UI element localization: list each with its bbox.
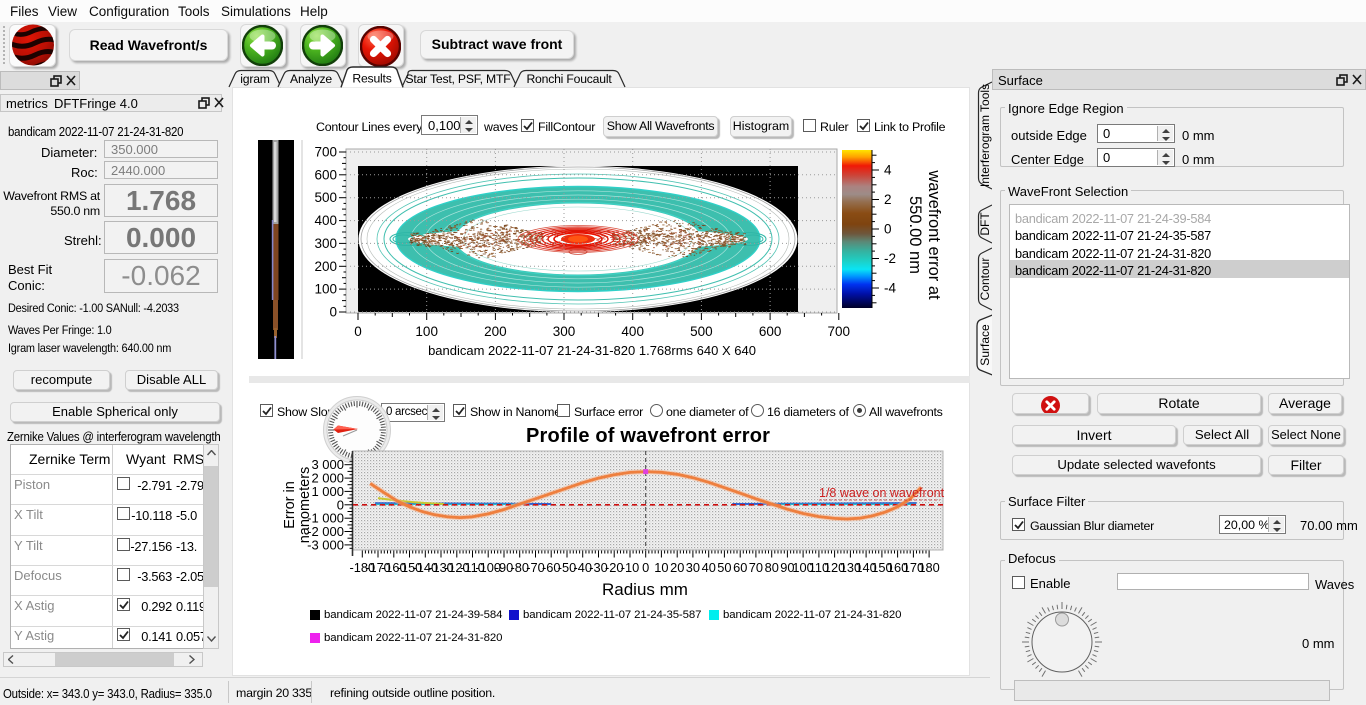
svg-text:1 000: 1 000 — [311, 484, 344, 499]
svg-text:Analyze: Analyze — [290, 72, 332, 86]
svg-text:300: 300 — [553, 324, 576, 339]
svg-text:200: 200 — [314, 259, 337, 274]
svg-text:Contour: Contour — [978, 258, 992, 301]
svg-text:90: 90 — [780, 560, 794, 575]
svg-text:-130: -130 — [428, 560, 454, 575]
svg-text:100: 100 — [314, 282, 337, 297]
svg-text:-2: -2 — [884, 251, 896, 266]
svg-text:600: 600 — [759, 324, 782, 339]
svg-text:-1 000: -1 000 — [307, 511, 344, 526]
svg-text:0: 0 — [642, 560, 649, 575]
svg-text:-150: -150 — [397, 560, 423, 575]
svg-text:-90: -90 — [495, 560, 514, 575]
svg-text:10: 10 — [654, 560, 668, 575]
svg-text:120: 120 — [824, 560, 845, 575]
svg-text:100: 100 — [415, 324, 438, 339]
svg-text:150: 150 — [871, 560, 892, 575]
svg-text:-40: -40 — [573, 560, 592, 575]
svg-text:160: 160 — [887, 560, 908, 575]
svg-text:1/8 wave on wavefront: 1/8 wave on wavefront — [819, 486, 945, 500]
svg-text:2 000: 2 000 — [311, 471, 344, 486]
svg-text:-140: -140 — [412, 560, 438, 575]
svg-text:300: 300 — [314, 236, 337, 251]
svg-text:100: 100 — [792, 560, 813, 575]
svg-text:bandicam 2022-11-07 21-24-31-8: bandicam 2022-11-07 21-24-31-820 1.768rm… — [428, 343, 756, 358]
svg-text:200: 200 — [484, 324, 507, 339]
svg-text:0: 0 — [337, 497, 344, 512]
svg-text:igram: igram — [240, 72, 270, 86]
svg-text:400: 400 — [314, 213, 337, 228]
svg-text:-170: -170 — [365, 560, 391, 575]
svg-text:nanometers: nanometers — [297, 467, 313, 544]
svg-text:Results: Results — [352, 72, 391, 86]
svg-text:700: 700 — [828, 324, 851, 339]
svg-text:70: 70 — [749, 560, 763, 575]
svg-text:180: 180 — [918, 560, 939, 575]
svg-text:-70: -70 — [526, 560, 545, 575]
svg-text:-10: -10 — [621, 560, 640, 575]
svg-text:-100: -100 — [475, 560, 501, 575]
svg-text:-110: -110 — [460, 560, 485, 575]
svg-text:50: 50 — [717, 560, 731, 575]
svg-text:DFT: DFT — [978, 212, 992, 236]
svg-text:170: 170 — [903, 560, 924, 575]
svg-text:Error in: Error in — [282, 481, 298, 529]
svg-text:Ronchi Foucault: Ronchi Foucault — [526, 72, 612, 86]
svg-text:2: 2 — [884, 192, 892, 207]
svg-text:3 000: 3 000 — [311, 457, 344, 472]
svg-text:0: 0 — [329, 305, 337, 320]
svg-text:Star Test, PSF, MTF: Star Test, PSF, MTF — [405, 72, 510, 86]
svg-text:-160: -160 — [381, 560, 407, 575]
svg-text:550.00 nm: 550.00 nm — [906, 196, 924, 274]
svg-text:80: 80 — [765, 560, 779, 575]
svg-text:-20: -20 — [605, 560, 624, 575]
svg-text:400: 400 — [621, 324, 644, 339]
svg-text:500: 500 — [314, 190, 337, 205]
svg-text:700: 700 — [314, 145, 337, 160]
svg-text:-180: -180 — [349, 560, 375, 575]
svg-text:Interferogram Tools: Interferogram Tools — [978, 84, 992, 187]
svg-text:-80: -80 — [510, 560, 528, 575]
svg-text:-120: -120 — [444, 560, 470, 575]
svg-text:60: 60 — [733, 560, 747, 575]
svg-text:0: 0 — [884, 222, 892, 237]
svg-text:500: 500 — [690, 324, 713, 339]
svg-text:-2 000: -2 000 — [307, 524, 344, 539]
svg-text:140: 140 — [855, 560, 876, 575]
svg-text:130: 130 — [840, 560, 861, 575]
svg-text:-4: -4 — [884, 281, 896, 296]
svg-text:4: 4 — [884, 163, 892, 178]
svg-text:-50: -50 — [558, 560, 577, 575]
svg-text:wavefront error at: wavefront error at — [925, 169, 943, 300]
svg-text:-30: -30 — [589, 560, 608, 575]
svg-text:-3 000: -3 000 — [307, 537, 344, 552]
svg-text:110: 110 — [809, 560, 829, 575]
svg-text:-60: -60 — [542, 560, 561, 575]
svg-text:Surface: Surface — [978, 324, 992, 366]
svg-text:0: 0 — [354, 324, 362, 339]
svg-text:30: 30 — [686, 560, 700, 575]
svg-text:20: 20 — [670, 560, 684, 575]
svg-text:600: 600 — [314, 167, 337, 182]
svg-text:40: 40 — [702, 560, 716, 575]
